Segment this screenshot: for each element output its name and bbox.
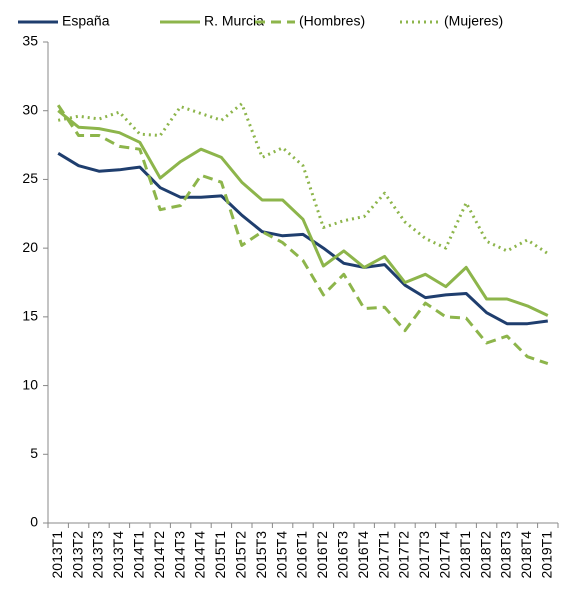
x-tick-label: 2014T2 xyxy=(151,531,167,579)
x-tick-label: 2019T1 xyxy=(539,531,555,579)
x-tick-label: 2014T3 xyxy=(171,531,187,579)
x-tick-label: 2013T4 xyxy=(110,531,126,579)
x-tick-label: 2018T1 xyxy=(457,531,473,579)
legend-label: R. Murcia xyxy=(204,13,264,29)
x-tick-label: 2016T2 xyxy=(314,531,330,579)
y-tick-label: 5 xyxy=(30,445,38,461)
x-tick-label: 2014T4 xyxy=(192,531,208,579)
x-tick-label: 2017T1 xyxy=(375,531,391,579)
legend-label: (Hombres) xyxy=(299,13,365,29)
x-tick-label: 2017T4 xyxy=(437,531,453,579)
y-tick-label: 25 xyxy=(22,170,38,186)
series-line xyxy=(57,109,549,317)
x-tick-label: 2013T2 xyxy=(69,531,85,579)
series-line xyxy=(56,104,549,366)
x-tick-label: 2018T3 xyxy=(498,531,514,579)
legend-label: (Mujeres) xyxy=(444,13,503,29)
legend-label: España xyxy=(62,13,110,29)
x-tick-label: 2016T4 xyxy=(355,531,371,579)
x-tick-label: 2013T1 xyxy=(49,531,65,579)
y-tick-label: 35 xyxy=(22,33,38,49)
x-tick-label: 2016T1 xyxy=(294,531,310,579)
series-line xyxy=(57,152,548,326)
x-tick-label: 2013T3 xyxy=(90,531,106,579)
x-tick-label: 2018T2 xyxy=(477,531,493,579)
series-line xyxy=(57,102,549,255)
x-tick-label: 2015T1 xyxy=(212,531,228,579)
y-tick-label: 15 xyxy=(22,308,38,324)
x-tick-label: 2015T4 xyxy=(273,531,289,579)
y-tick-label: 10 xyxy=(22,376,38,392)
y-tick-label: 30 xyxy=(22,101,38,117)
x-tick-label: 2017T2 xyxy=(396,531,412,579)
x-tick-label: 2018T4 xyxy=(518,531,534,579)
y-tick-label: 20 xyxy=(22,239,38,255)
x-tick-label: 2016T3 xyxy=(335,531,351,579)
x-tick-label: 2014T1 xyxy=(131,531,147,579)
x-tick-label: 2015T3 xyxy=(253,531,269,579)
x-tick-label: 2015T2 xyxy=(233,531,249,579)
x-tick-label: 2017T3 xyxy=(416,531,432,579)
y-tick-label: 0 xyxy=(30,514,38,530)
